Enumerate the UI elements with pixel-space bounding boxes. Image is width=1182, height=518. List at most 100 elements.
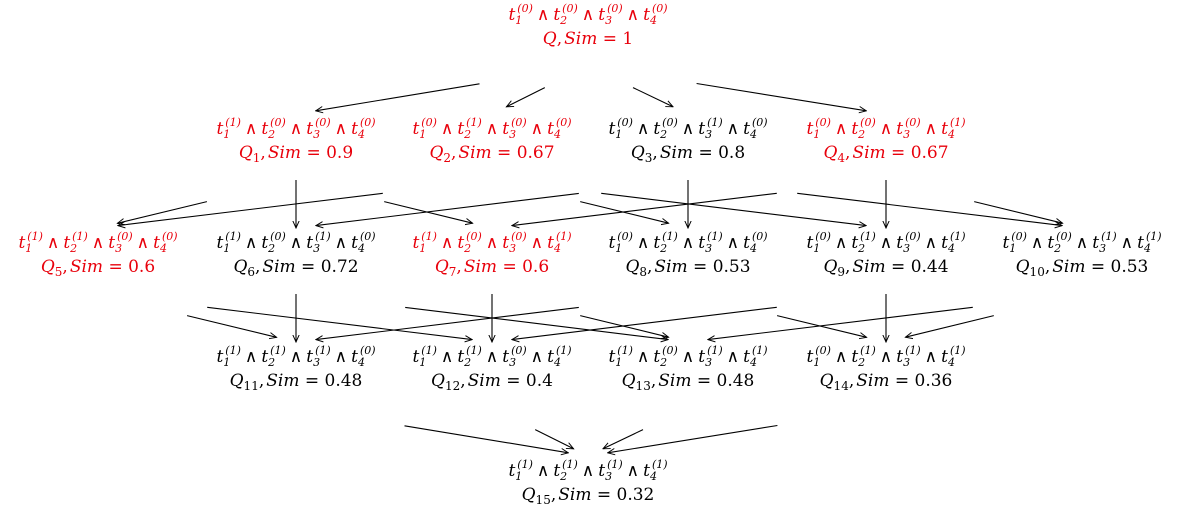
- term: t4(0): [351, 230, 376, 255]
- term-level: (1): [466, 344, 482, 357]
- term-level: (0): [617, 116, 633, 129]
- sim-label: Sim =: [267, 143, 321, 163]
- term: t3(1): [1092, 230, 1117, 255]
- node-formula: t1(0) ∧ t2(1) ∧ t3(0) ∧ t4(0): [412, 116, 572, 142]
- lattice-node-q1: t1(1) ∧ t2(0) ∧ t3(0) ∧ t4(0) Q1, Sim = 0.9: [216, 116, 375, 164]
- term-index: 1: [25, 242, 33, 255]
- sim-value: 0.53: [712, 257, 751, 277]
- term-index: 2: [660, 128, 668, 141]
- and-operator: ∧: [440, 347, 454, 367]
- term-index: 4: [357, 242, 365, 255]
- edge-q-to-q1: [316, 83, 480, 111]
- lattice-node-q8: t1(0) ∧ t2(1) ∧ t3(1) ∧ t4(0) Q8, Sim = 0.53: [608, 230, 767, 279]
- and-operator: ∧: [581, 5, 595, 25]
- edge-q-to-q4: [696, 82, 867, 111]
- term: t4(0): [547, 116, 572, 141]
- term-level: (1): [617, 344, 633, 357]
- term: t4(1): [941, 344, 966, 369]
- sim-value: 0.9: [326, 143, 354, 163]
- term-index: 4: [749, 356, 757, 369]
- lattice-node-q4: t1(0) ∧ t2(0) ∧ t3(0) ∧ t4(1) Q4, Sim = 0.67: [806, 116, 965, 164]
- and-operator: ∧: [581, 461, 595, 481]
- term-index: 1: [615, 356, 623, 369]
- sim-value: 0.67: [910, 143, 949, 163]
- term: t3(1): [698, 116, 723, 141]
- query-index: 15: [535, 493, 551, 507]
- term: t3(0): [306, 116, 331, 141]
- node-similarity: Q9, Sim = 0.44: [823, 257, 949, 279]
- and-operator: ∧: [440, 119, 454, 139]
- term-level: (1): [707, 230, 723, 243]
- edge-q1-to-q5: [117, 201, 208, 224]
- lattice-node-q11: t1(1) ∧ t2(1) ∧ t3(1) ∧ t4(0) Q11, Sim = 0.48: [216, 344, 375, 393]
- sim-value: 0.53: [1110, 257, 1149, 277]
- term-level: (0): [562, 2, 578, 15]
- term-level: (0): [555, 116, 572, 129]
- and-operator: ∧: [626, 5, 640, 25]
- sim-label: Sim =: [463, 257, 517, 277]
- node-similarity: Q11, Sim = 0.48: [229, 371, 363, 393]
- lattice-node-q13: t1(1) ∧ t2(0) ∧ t3(1) ∧ t4(1) Q13, Sim = 0.48: [608, 344, 767, 393]
- term-index: 4: [947, 356, 955, 369]
- term-level: (0): [1056, 230, 1072, 243]
- sim-label: Sim =: [852, 257, 906, 277]
- query-letter: Q: [229, 371, 244, 391]
- term-level: (0): [651, 2, 668, 15]
- term-level: (0): [161, 230, 178, 243]
- query-letter: Q: [431, 371, 445, 391]
- and-operator: ∧: [834, 119, 848, 139]
- query-index: 7: [448, 265, 457, 279]
- term-level: (0): [815, 344, 831, 357]
- and-operator: ∧: [334, 233, 348, 253]
- and-operator: ∧: [485, 233, 499, 253]
- and-operator: ∧: [334, 347, 348, 367]
- lattice-node-q7: t1(1) ∧ t2(0) ∧ t3(0) ∧ t4(1) Q7, Sim = 0.6: [412, 231, 571, 279]
- and-operator: ∧: [136, 233, 150, 253]
- sim-value: 0.36: [914, 371, 953, 391]
- edge-q4-to-q7: [512, 192, 777, 225]
- and-operator: ∧: [530, 233, 544, 253]
- and-operator: ∧: [1120, 233, 1134, 253]
- query-index: 13: [635, 379, 651, 393]
- query-name: Q3: [630, 143, 653, 164]
- edge-q10-to-q13: [708, 306, 973, 339]
- lattice-node-q9: t1(0) ∧ t2(1) ∧ t3(0) ∧ t4(1) Q9, Sim = 0.44: [806, 230, 966, 279]
- query-letter: Q: [630, 143, 645, 163]
- and-operator: ∧: [726, 233, 740, 253]
- term: t4(1): [1137, 230, 1162, 255]
- term-level: (0): [815, 230, 831, 243]
- node-formula: t1(1) ∧ t2(0) ∧ t3(1) ∧ t4(0): [216, 230, 376, 256]
- term-level: (1): [860, 344, 876, 357]
- query-index: 8: [639, 265, 648, 279]
- term-level: (0): [1011, 230, 1027, 243]
- query-name: Q4: [823, 143, 845, 164]
- term: t4(1): [547, 344, 572, 369]
- and-operator: ∧: [1075, 233, 1089, 253]
- term-index: 4: [1143, 242, 1151, 255]
- edge-q14-to-q15: [608, 424, 778, 453]
- term: t4(1): [643, 458, 668, 483]
- term: t2(0): [653, 344, 678, 369]
- query-index: 5: [54, 265, 63, 279]
- term-index: 1: [813, 242, 821, 255]
- term: t4(0): [743, 116, 768, 141]
- term-level: (0): [905, 116, 921, 129]
- and-operator: ∧: [879, 119, 893, 139]
- and-operator: ∧: [530, 119, 544, 139]
- sim-label: Sim =: [659, 143, 713, 163]
- term-index: 2: [1054, 242, 1062, 255]
- term-level: (1): [949, 230, 966, 243]
- query-letter: Q: [625, 257, 640, 277]
- and-operator: ∧: [834, 347, 848, 367]
- term-level: (0): [511, 116, 527, 129]
- and-operator: ∧: [289, 119, 303, 139]
- and-operator: ∧: [879, 347, 893, 367]
- term-index: 3: [509, 356, 517, 369]
- term-level: (0): [662, 116, 678, 129]
- term-level: (1): [27, 230, 43, 243]
- and-operator: ∧: [726, 119, 740, 139]
- query-letter: Q: [542, 29, 557, 49]
- term-level: (1): [421, 344, 437, 357]
- term-level: (1): [225, 344, 241, 357]
